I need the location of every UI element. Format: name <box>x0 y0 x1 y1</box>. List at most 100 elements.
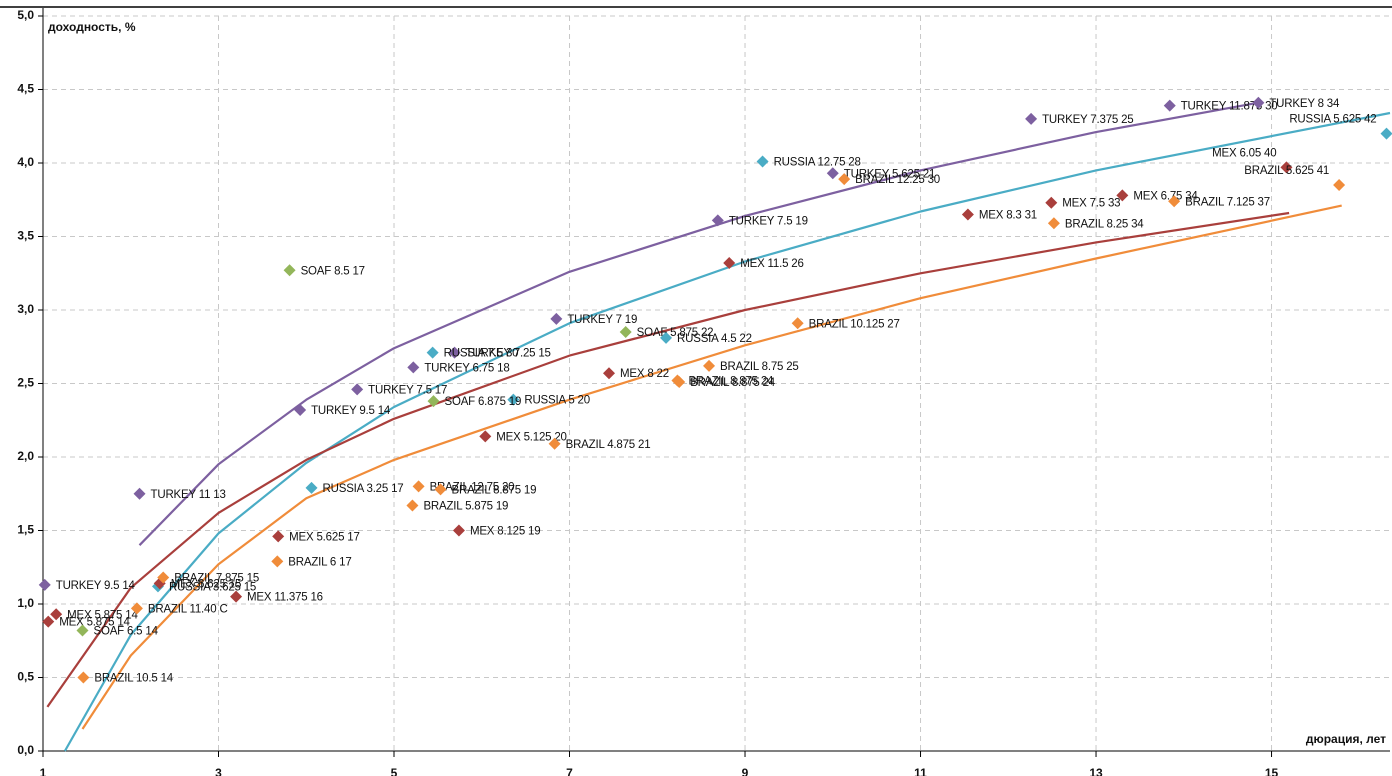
point <box>305 481 318 494</box>
point-label: TURKEY 9.5 14 <box>311 405 391 417</box>
y-tick-label: 3,5 <box>17 229 34 243</box>
point <box>826 167 839 180</box>
x-tick-label: 3 <box>215 766 222 776</box>
point-label: RUSSIA 3.625 15 <box>169 581 256 593</box>
point <box>1168 195 1181 208</box>
point-label: TURKEY 6.75 18 <box>424 362 509 374</box>
point <box>756 155 769 168</box>
point-label: RUSSIA 7.5 30 <box>444 348 519 360</box>
point <box>283 264 296 277</box>
point-label: MEX 7.5 33 <box>1062 198 1120 210</box>
point-label: BRAZIL 6 17 <box>288 556 351 568</box>
y-tick-label: 1,5 <box>17 523 34 537</box>
point <box>791 317 804 330</box>
point <box>1163 99 1176 112</box>
point-label: RUSSIA 4.5 22 <box>677 333 752 345</box>
x-axis-title: дюрация, лет <box>1306 732 1386 746</box>
point <box>1025 112 1038 125</box>
point <box>434 483 447 496</box>
point <box>448 346 461 359</box>
point <box>271 555 284 568</box>
point-label: MEX 5.875 14 <box>59 617 130 629</box>
trend-line <box>138 101 1259 546</box>
point <box>1045 196 1058 209</box>
x-tick-label: 9 <box>742 766 749 776</box>
point-label: BRAZIL 8.75 25 <box>720 361 799 373</box>
point-label: MEX 6.75 34 <box>1133 190 1198 202</box>
point <box>42 615 55 628</box>
point-label: BRAZIL 11.40 C <box>148 603 228 615</box>
point-label: BRAZIL 7.875 15 <box>174 573 259 585</box>
x-tick-label: 15 <box>1265 766 1279 776</box>
point <box>406 499 419 512</box>
y-tick-label: 3,0 <box>17 302 34 316</box>
point-label: BRAZIL 12.25 30 <box>855 174 940 186</box>
point-label: RUSSIA 5 20 <box>524 395 590 407</box>
point-label: TURKEY 7.5 17 <box>368 384 447 396</box>
point <box>507 393 520 406</box>
point-label: MEX 8.125 19 <box>470 526 540 538</box>
y-tick-label: 5,0 <box>17 8 34 22</box>
point-label: MEX 5.125 20 <box>496 431 566 443</box>
y-tick-label: 0,0 <box>17 743 34 757</box>
point <box>1333 179 1346 192</box>
x-tick-label: 11 <box>914 766 927 776</box>
point <box>619 326 632 339</box>
point-label: TURKEY 11 13 <box>151 489 226 501</box>
point <box>38 578 51 591</box>
y-tick-label: 4,5 <box>17 82 34 96</box>
point <box>230 590 243 603</box>
point <box>550 312 563 325</box>
y-tick-label: 1,0 <box>17 596 34 610</box>
point <box>673 376 686 389</box>
point <box>351 383 364 396</box>
point-label: BRAZIL 12.75 20 <box>430 481 515 493</box>
point-label: TURKEY 8 34 <box>1269 98 1340 110</box>
point <box>479 430 492 443</box>
point-label: TURKEY 7 19 <box>567 314 637 326</box>
point-label: TURKEY 7.375 25 <box>1042 114 1133 126</box>
point <box>1380 127 1392 140</box>
point <box>412 480 425 493</box>
point <box>294 403 307 416</box>
y-tick-label: 2,5 <box>17 376 34 390</box>
point <box>723 256 736 269</box>
point <box>1252 96 1265 109</box>
point-label: BRAZIL 10.5 14 <box>94 673 173 685</box>
point-label: SOAF 6.5 14 <box>93 625 158 637</box>
point-label: MEX 5.875 14 <box>67 609 138 621</box>
point-label: BRAZIL 8.25 34 <box>1065 218 1144 230</box>
y-tick-label: 4,0 <box>17 155 34 169</box>
x-tick-label: 7 <box>566 766 573 776</box>
point <box>133 487 146 500</box>
point-label: RUSSIA 5.625 42 <box>1289 114 1376 126</box>
x-tick-label: 1 <box>40 766 47 776</box>
trend-line <box>81 204 1342 730</box>
point <box>130 602 143 615</box>
point-label: BRAZIL 7.125 37 <box>1185 196 1270 208</box>
point <box>961 208 974 221</box>
point <box>76 624 89 637</box>
point-label: SOAF 6.875 19 <box>444 396 521 408</box>
x-tick-label: 13 <box>1089 766 1103 776</box>
point <box>426 346 439 359</box>
point <box>157 571 170 584</box>
point-label: SOAF 8.5 17 <box>301 265 365 277</box>
point-label: MEX 11.375 16 <box>247 592 323 604</box>
point-label: TURKEY 7.5 19 <box>729 215 808 227</box>
point <box>711 214 724 227</box>
point-label: MEX 6.625 15 <box>171 578 241 590</box>
point <box>1280 161 1293 174</box>
point <box>272 530 285 543</box>
point-label: MEX 11.5 26 <box>740 258 803 270</box>
point <box>603 367 616 380</box>
point-label: BRAZIL 8.875 24 <box>688 376 774 388</box>
point-label: MEX 8 22 <box>620 368 669 380</box>
point <box>427 395 440 408</box>
point-label: BRAZIL 5.625 41 <box>1244 165 1329 177</box>
point-label: BRAZIL 10.125 27 <box>809 318 900 330</box>
point-label: TURKEY 5.625 21 <box>844 168 935 180</box>
x-tick-label: 5 <box>391 766 398 776</box>
